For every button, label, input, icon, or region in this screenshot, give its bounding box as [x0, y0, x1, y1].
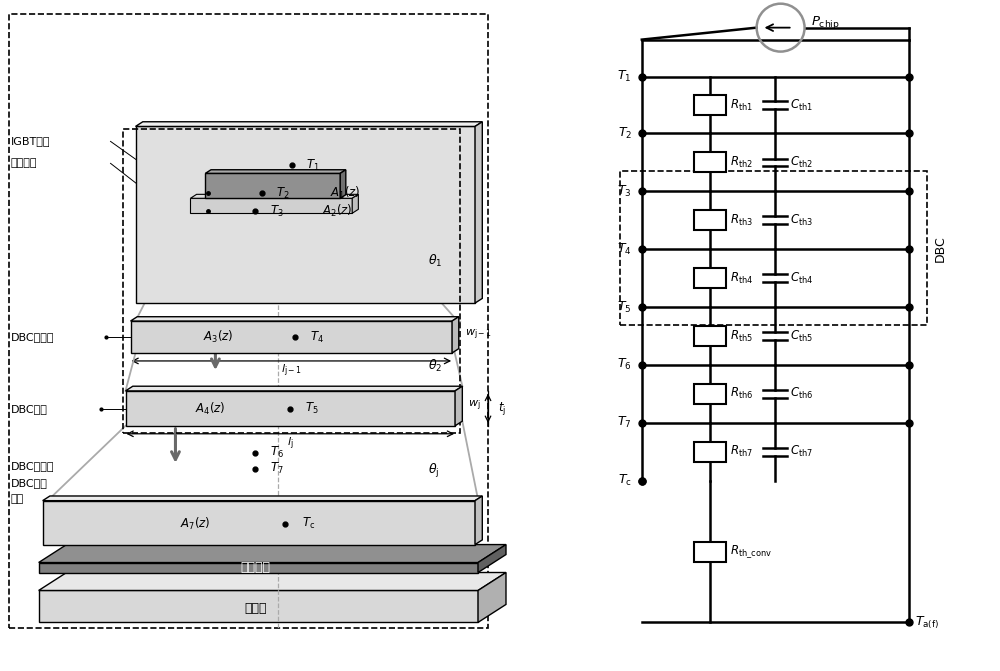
Text: $C_\mathrm{th1}$: $C_\mathrm{th1}$ [790, 97, 813, 113]
Polygon shape [478, 545, 506, 572]
Text: DBC下铜层: DBC下铜层 [11, 461, 54, 471]
Polygon shape [475, 496, 482, 545]
Polygon shape [190, 199, 352, 213]
Text: $t_\mathrm{j}$: $t_\mathrm{j}$ [498, 400, 506, 417]
Polygon shape [126, 391, 455, 426]
Polygon shape [455, 386, 462, 426]
Text: $T_7$: $T_7$ [270, 461, 284, 476]
Text: $R_\mathrm{th2}$: $R_\mathrm{th2}$ [730, 155, 753, 170]
Text: $R_\mathrm{th3}$: $R_\mathrm{th3}$ [730, 213, 753, 227]
Text: $w_\mathrm{j}$: $w_\mathrm{j}$ [468, 399, 481, 413]
Bar [694, 95, 726, 115]
Text: $T_2$: $T_2$ [276, 186, 290, 201]
Text: $T_1$: $T_1$ [306, 158, 320, 173]
Bar [694, 152, 726, 172]
Polygon shape [131, 321, 452, 353]
Polygon shape [39, 562, 478, 572]
Text: $R_\mathrm{th\_conv}$: $R_\mathrm{th\_conv}$ [730, 544, 772, 560]
Text: $R_\mathrm{th1}$: $R_\mathrm{th1}$ [730, 97, 753, 113]
Text: $R_\mathrm{th4}$: $R_\mathrm{th4}$ [730, 270, 753, 286]
Text: $T_\mathrm{c}$: $T_\mathrm{c}$ [302, 516, 316, 531]
Polygon shape [43, 496, 482, 501]
Text: $\theta_1$: $\theta_1$ [428, 253, 442, 269]
Text: $\theta_2$: $\theta_2$ [428, 358, 442, 374]
Bar [694, 326, 726, 346]
Text: $C_\mathrm{th2}$: $C_\mathrm{th2}$ [790, 155, 813, 170]
Polygon shape [39, 572, 506, 590]
Text: $l_\mathrm{j-1}$: $l_\mathrm{j-1}$ [281, 363, 302, 379]
Text: $l_\mathrm{j}$: $l_\mathrm{j}$ [287, 435, 294, 452]
Text: $A_7(z)$: $A_7(z)$ [180, 515, 211, 531]
Bar [694, 541, 726, 562]
Polygon shape [43, 501, 475, 545]
Bar [694, 442, 726, 462]
Text: $R_\mathrm{th7}$: $R_\mathrm{th7}$ [730, 444, 753, 460]
Text: $T_6$: $T_6$ [617, 358, 632, 372]
Text: $T_\mathrm{a(f)}$: $T_\mathrm{a(f)}$ [915, 614, 940, 631]
Polygon shape [205, 170, 346, 173]
Text: $C_\mathrm{th7}$: $C_\mathrm{th7}$ [790, 444, 813, 460]
Text: $A_4(z)$: $A_4(z)$ [195, 401, 226, 417]
Polygon shape [131, 317, 459, 321]
Polygon shape [340, 170, 346, 199]
Polygon shape [136, 121, 482, 126]
Text: $T_2$: $T_2$ [618, 126, 632, 141]
Text: $\theta_\mathrm{j}$: $\theta_\mathrm{j}$ [428, 462, 439, 480]
Text: $C_\mathrm{th3}$: $C_\mathrm{th3}$ [790, 213, 813, 227]
Text: $A_1(z)$: $A_1(z)$ [330, 185, 361, 201]
Bar [694, 384, 726, 404]
Polygon shape [126, 386, 462, 391]
Polygon shape [475, 121, 482, 303]
Bar [620, 171, 927, 325]
Text: $P_\mathrm{chip}$: $P_\mathrm{chip}$ [811, 14, 839, 31]
Text: 基板: 基板 [11, 494, 24, 504]
Text: DBC陶瓷: DBC陶瓷 [11, 404, 48, 414]
Text: $T_5$: $T_5$ [305, 401, 319, 417]
Bar [694, 268, 726, 288]
Text: 导热硅脂: 导热硅脂 [240, 561, 270, 574]
Polygon shape [352, 195, 358, 213]
Polygon shape [452, 317, 459, 353]
Text: DBC: DBC [933, 235, 946, 262]
Text: 散热器: 散热器 [244, 602, 267, 615]
Text: $T_\mathrm{c}$: $T_\mathrm{c}$ [618, 473, 632, 488]
Text: DBC上铜层: DBC上铜层 [11, 332, 54, 342]
Text: $T_5$: $T_5$ [617, 299, 632, 315]
Text: $C_\mathrm{th4}$: $C_\mathrm{th4}$ [790, 270, 813, 286]
Text: $A_2(z)$: $A_2(z)$ [322, 203, 353, 219]
Text: $T_3$: $T_3$ [270, 204, 284, 219]
Text: 芯片焊料: 芯片焊料 [11, 158, 37, 168]
Text: $R_\mathrm{th6}$: $R_\mathrm{th6}$ [730, 386, 753, 401]
Text: $C_\mathrm{th6}$: $C_\mathrm{th6}$ [790, 386, 813, 401]
Text: $T_6$: $T_6$ [270, 445, 284, 460]
Text: IGBT芯片: IGBT芯片 [11, 136, 50, 146]
Polygon shape [478, 572, 506, 623]
Polygon shape [39, 545, 506, 562]
Text: $T_4$: $T_4$ [310, 329, 324, 344]
Text: $A_3(z)$: $A_3(z)$ [203, 329, 234, 345]
Polygon shape [205, 173, 340, 199]
Text: $T_7$: $T_7$ [617, 415, 632, 430]
Polygon shape [39, 590, 478, 623]
Text: $C_\mathrm{th5}$: $C_\mathrm{th5}$ [790, 328, 813, 344]
Text: $R_\mathrm{th5}$: $R_\mathrm{th5}$ [730, 328, 753, 344]
Polygon shape [190, 195, 358, 199]
Text: $w_\mathrm{j-1}$: $w_\mathrm{j-1}$ [465, 327, 492, 342]
Polygon shape [136, 126, 475, 303]
Bar [694, 210, 726, 230]
Text: $T_3$: $T_3$ [617, 184, 632, 199]
Text: $T_4$: $T_4$ [617, 242, 632, 257]
Text: $T_1$: $T_1$ [617, 69, 632, 84]
Text: DBC焊料: DBC焊料 [11, 478, 48, 488]
